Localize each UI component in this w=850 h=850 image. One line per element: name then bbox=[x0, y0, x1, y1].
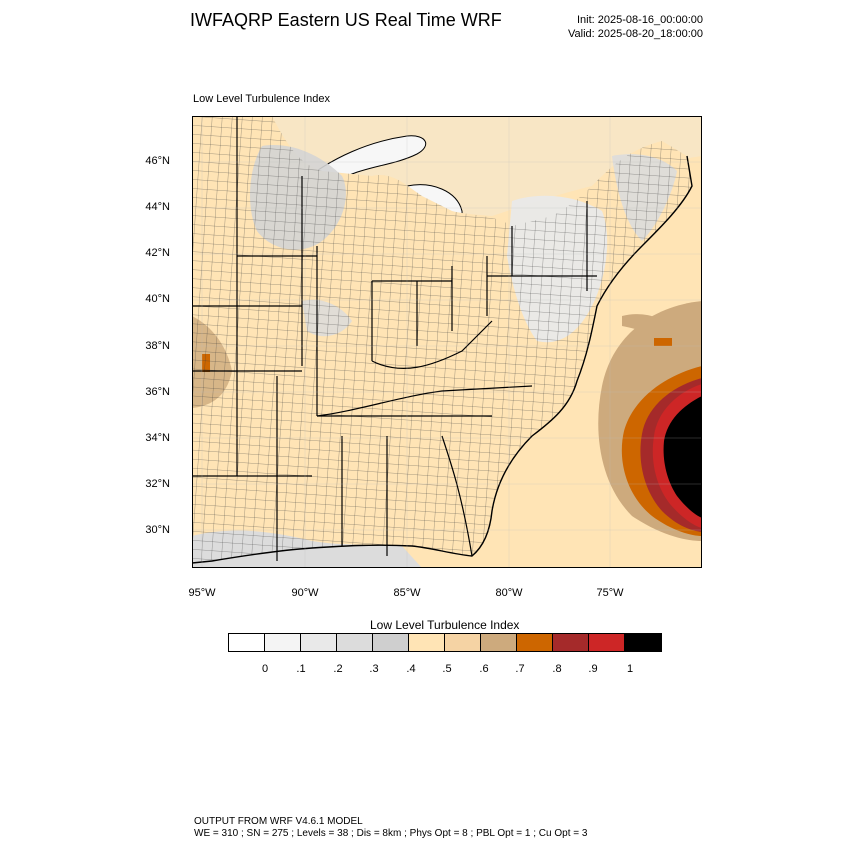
legend-swatch-3 bbox=[337, 634, 373, 651]
legend-swatch-1 bbox=[265, 634, 301, 651]
legend-tick: .9 bbox=[588, 663, 598, 675]
legend-swatch-4 bbox=[373, 634, 409, 651]
legend-tick: .3 bbox=[369, 663, 379, 675]
legend-tick: .8 bbox=[552, 663, 562, 675]
county-lines bbox=[192, 116, 692, 563]
valid-time: Valid: 2025-08-20_18:00:00 bbox=[568, 28, 703, 40]
legend-swatch-6 bbox=[445, 634, 481, 651]
lat-label-44: 44°N bbox=[145, 201, 170, 213]
storm-core bbox=[663, 396, 702, 518]
lat-label-36: 36°N bbox=[145, 386, 170, 398]
lat-label-42: 42°N bbox=[145, 247, 170, 259]
legend-tick: .2 bbox=[333, 663, 343, 675]
lat-label-38: 38°N bbox=[145, 340, 170, 352]
legend-swatch-8 bbox=[517, 634, 553, 651]
legend-swatch-5 bbox=[409, 634, 445, 651]
map-border bbox=[192, 116, 702, 568]
turbulence-map bbox=[192, 116, 702, 568]
lon-label-75: 75°W bbox=[596, 587, 624, 599]
lon-label-95: 95°W bbox=[188, 587, 216, 599]
legend-swatch-7 bbox=[481, 634, 517, 651]
lon-label-90: 90°W bbox=[291, 587, 319, 599]
map-subtitle: Low Level Turbulence Index bbox=[193, 93, 330, 105]
legend-swatch-11 bbox=[625, 634, 661, 651]
legend-swatch-9 bbox=[553, 634, 589, 651]
legend-tick: .7 bbox=[515, 663, 525, 675]
legend-tick: .1 bbox=[296, 663, 306, 675]
legend-swatch-0 bbox=[229, 634, 265, 651]
lat-label-46: 46°N bbox=[145, 155, 170, 167]
lat-label-40: 40°N bbox=[145, 293, 170, 305]
tan-patch-ne bbox=[622, 314, 677, 341]
legend-tick: 1 bbox=[626, 663, 634, 675]
map-canvas bbox=[192, 116, 702, 568]
legend-swatch-2 bbox=[301, 634, 337, 651]
legend-tick: .4 bbox=[406, 663, 416, 675]
legend-tick: 0 bbox=[261, 663, 269, 675]
model-config: WE = 310 ; SN = 275 ; Levels = 38 ; Dis … bbox=[194, 828, 588, 839]
orange-spot-ne bbox=[654, 338, 672, 346]
legend-title: Low Level Turbulence Index bbox=[370, 618, 520, 632]
north-grey-field bbox=[192, 116, 702, 216]
lon-label-85: 85°W bbox=[393, 587, 421, 599]
legend-swatch-10 bbox=[589, 634, 625, 651]
init-valid-times: Init: 2025-08-16_00:00:00 Valid: 2025-08… bbox=[568, 13, 703, 41]
lon-label-80: 80°W bbox=[495, 587, 523, 599]
lat-label-32: 32°N bbox=[145, 478, 170, 490]
legend-tick: .6 bbox=[479, 663, 489, 675]
coastline bbox=[192, 155, 693, 564]
legend-tick: .5 bbox=[442, 663, 452, 675]
model-version: OUTPUT FROM WRF V4.6.1 MODEL bbox=[194, 816, 363, 827]
lat-label-30: 30°N bbox=[145, 524, 170, 536]
model-info-footer: OUTPUT FROM WRF V4.6.1 MODEL WE = 310 ; … bbox=[194, 816, 587, 840]
page-title: IWFAQRP Eastern US Real Time WRF bbox=[190, 10, 502, 30]
init-time: Init: 2025-08-16_00:00:00 bbox=[577, 14, 703, 26]
lat-label-34: 34°N bbox=[145, 432, 170, 444]
color-legend bbox=[228, 633, 662, 652]
graticule bbox=[192, 116, 702, 568]
